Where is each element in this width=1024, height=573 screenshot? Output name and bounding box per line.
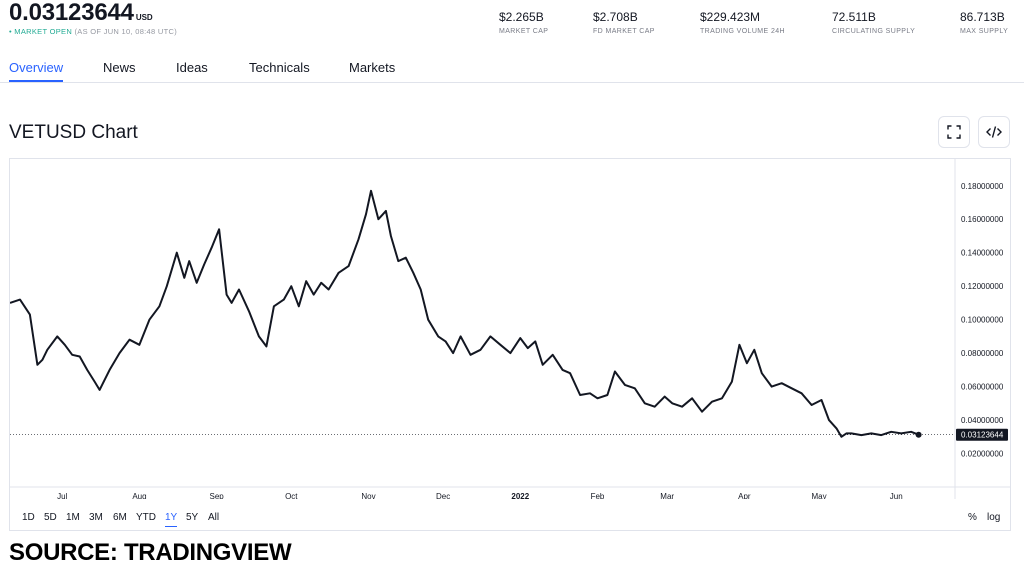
market-open-label: • MARKET OPEN — [9, 27, 73, 36]
current-price: 0.03123644 — [9, 0, 134, 26]
market-status-time: (AS OF JUN 10, 08:48 UTC) — [74, 27, 177, 36]
x-tick-label: Sep — [209, 492, 224, 499]
stat-fd-market-cap: $2.708B FD MARKET CAP — [593, 10, 655, 35]
range-1m[interactable]: 1M — [66, 512, 80, 523]
stat-label: CIRCULATING SUPPLY — [832, 28, 916, 35]
price-currency: USD — [135, 13, 153, 22]
stat-value: $229.423M — [700, 10, 761, 24]
source-caption: SOURCE: TRADINGVIEW — [9, 539, 292, 566]
fullscreen-button[interactable] — [938, 116, 970, 148]
range-all[interactable]: All — [208, 512, 220, 523]
stat-label: MARKET CAP — [499, 28, 549, 35]
stat-value: 72.511B — [832, 10, 876, 24]
y-tick-label: 0.18000000 — [961, 182, 1004, 191]
x-tick-label: Jun — [890, 492, 903, 499]
stat-trading-volume: $229.423M TRADING VOLUME 24H — [700, 10, 785, 35]
embed-button[interactable] — [978, 116, 1010, 148]
chart-title: VETUSD Chart — [9, 122, 138, 143]
x-tick-label: Oct — [285, 492, 298, 499]
price-chart[interactable]: 0.02000000 0.04000000 0.06000000 0.08000000… — [10, 159, 1010, 499]
y-tick-label: 0.02000000 — [961, 450, 1004, 459]
y-tick-label: 0.14000000 — [961, 249, 1004, 258]
y-tick-label: 0.04000000 — [961, 416, 1004, 425]
stat-value: $2.708B — [593, 10, 638, 24]
x-tick-label: Apr — [738, 492, 751, 499]
range-1d[interactable]: 1D — [22, 512, 35, 523]
tabs-divider — [0, 82, 1024, 83]
tab-markets[interactable]: Markets — [349, 60, 396, 75]
x-tick-label: Aug — [132, 492, 146, 499]
stat-label: MAX SUPPLY — [960, 28, 1009, 35]
x-tick-label: 2022 — [511, 492, 529, 499]
range-1y[interactable]: 1Y — [165, 512, 178, 527]
stat-label: FD MARKET CAP — [593, 28, 655, 35]
code-embed-icon — [986, 126, 1002, 138]
stat-circulating-supply: 72.511B CIRCULATING SUPPLY — [832, 10, 915, 35]
last-price-tag — [956, 428, 1008, 441]
y-tick-label: 0.08000000 — [961, 349, 1004, 358]
range-3m[interactable]: 3M — [89, 512, 103, 523]
x-tick-label: Jul — [57, 492, 67, 499]
range-5d[interactable]: 5D — [44, 512, 57, 523]
tab-overview[interactable]: Overview — [9, 60, 64, 82]
x-tick-label: Mar — [660, 492, 674, 499]
stat-market-cap: $2.265B MARKET CAP — [499, 10, 548, 35]
range-5y[interactable]: 5Y — [186, 512, 199, 523]
x-tick-label: Nov — [361, 492, 375, 499]
x-tick-label: May — [811, 492, 826, 499]
x-tick-label: Dec — [436, 492, 450, 499]
last-price-dot — [915, 431, 922, 438]
tab-news[interactable]: News — [103, 60, 136, 75]
range-6m[interactable]: 6M — [113, 512, 127, 523]
market-status: • MARKET OPEN (AS OF JUN 10, 08:48 UTC) — [9, 27, 177, 36]
tab-technicals[interactable]: Technicals — [249, 60, 310, 75]
log-scale-toggle[interactable]: log — [987, 512, 1001, 523]
tab-ideas[interactable]: Ideas — [176, 60, 208, 75]
price-block: 0.03123644 USD • MARKET OPEN (AS OF JUN 1… — [9, 0, 177, 36]
x-tick-label: Feb — [591, 492, 605, 499]
percent-scale-toggle[interactable]: % — [968, 512, 977, 523]
y-tick-label: 0.10000000 — [961, 316, 1004, 325]
price-line — [10, 189, 919, 438]
stat-label: TRADING VOLUME 24H — [700, 28, 785, 35]
y-tick-label: 0.16000000 — [961, 215, 1004, 224]
chart-container: 0.02000000 0.04000000 0.06000000 0.08000000… — [9, 158, 1011, 531]
range-ytd[interactable]: YTD — [136, 512, 156, 523]
last-price-label: 0.03123644 — [961, 431, 1004, 440]
fullscreen-icon — [947, 125, 961, 139]
y-tick-label: 0.06000000 — [961, 383, 1004, 392]
y-tick-label: 0.12000000 — [961, 282, 1004, 291]
stat-max-supply: 86.713B MAX SUPPLY — [960, 10, 1008, 35]
stat-value: 86.713B — [960, 10, 1005, 24]
stat-value: $2.265B — [499, 10, 544, 24]
